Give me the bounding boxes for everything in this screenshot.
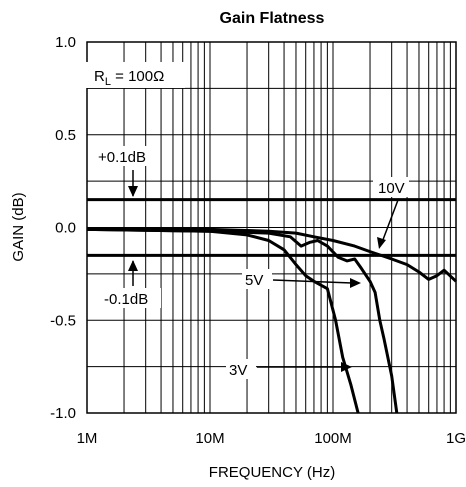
- y-tick-label: 1.0: [55, 34, 76, 51]
- label-3v-box: [226, 359, 256, 379]
- series-label-10v: 10V: [378, 180, 405, 197]
- y-tick-label: -1.0: [50, 405, 76, 422]
- label-5v-arrow: [272, 278, 361, 288]
- label-10v-arrow: [377, 199, 399, 249]
- x-tick-label: 10M: [195, 430, 224, 447]
- condition-label-main: R: [94, 68, 105, 85]
- plot-area-frame: [86, 41, 457, 414]
- reference-lines: [87, 198, 456, 257]
- condition-label: RL = 100Ω: [94, 68, 164, 88]
- x-axis-label: FREQUENCY (Hz): [209, 464, 335, 481]
- y-axis-ticks: 1.0 0.5 0.0 -0.5 -1.0: [50, 34, 76, 422]
- grid-lines: [87, 41, 456, 414]
- condition-label-box: [81, 62, 185, 88]
- series-label-3v: 3V: [229, 362, 247, 379]
- label-5v-box: [242, 269, 272, 289]
- condition-label-rest: = 100Ω: [111, 68, 164, 85]
- series-line-3v: [86, 227, 360, 414]
- plus-0-1db-arrow: [128, 170, 138, 197]
- minus-0-1db-label-box: [101, 288, 161, 308]
- series-line-5v: [86, 227, 399, 414]
- x-axis-ticks: 1M 10M 100M 1G: [77, 430, 466, 447]
- x-tick-label: 100M: [314, 430, 352, 447]
- y-axis-label: GAIN (dB): [10, 192, 27, 261]
- plus-0-1db-label-box: [95, 146, 157, 166]
- label-10v-box: [373, 177, 409, 197]
- y-tick-label: -0.5: [50, 312, 76, 329]
- minus-0-1db-arrow: [128, 260, 138, 286]
- x-tick-label: 1M: [77, 430, 98, 447]
- gain-curves: [86, 227, 458, 414]
- x-tick-label: 1G: [446, 430, 466, 447]
- series-line-10v: [87, 227, 458, 283]
- chart-title: Gain Flatness: [220, 10, 325, 27]
- plus-0-1db-label: +0.1dB: [98, 149, 146, 166]
- series-label-5v: 5V: [245, 272, 263, 289]
- condition-label-sub: L: [105, 76, 111, 88]
- y-tick-label: 0.5: [55, 127, 76, 144]
- label-3v-arrow: [257, 362, 352, 372]
- y-tick-label: 0.0: [55, 220, 76, 237]
- minus-0-1db-label: -0.1dB: [104, 291, 148, 308]
